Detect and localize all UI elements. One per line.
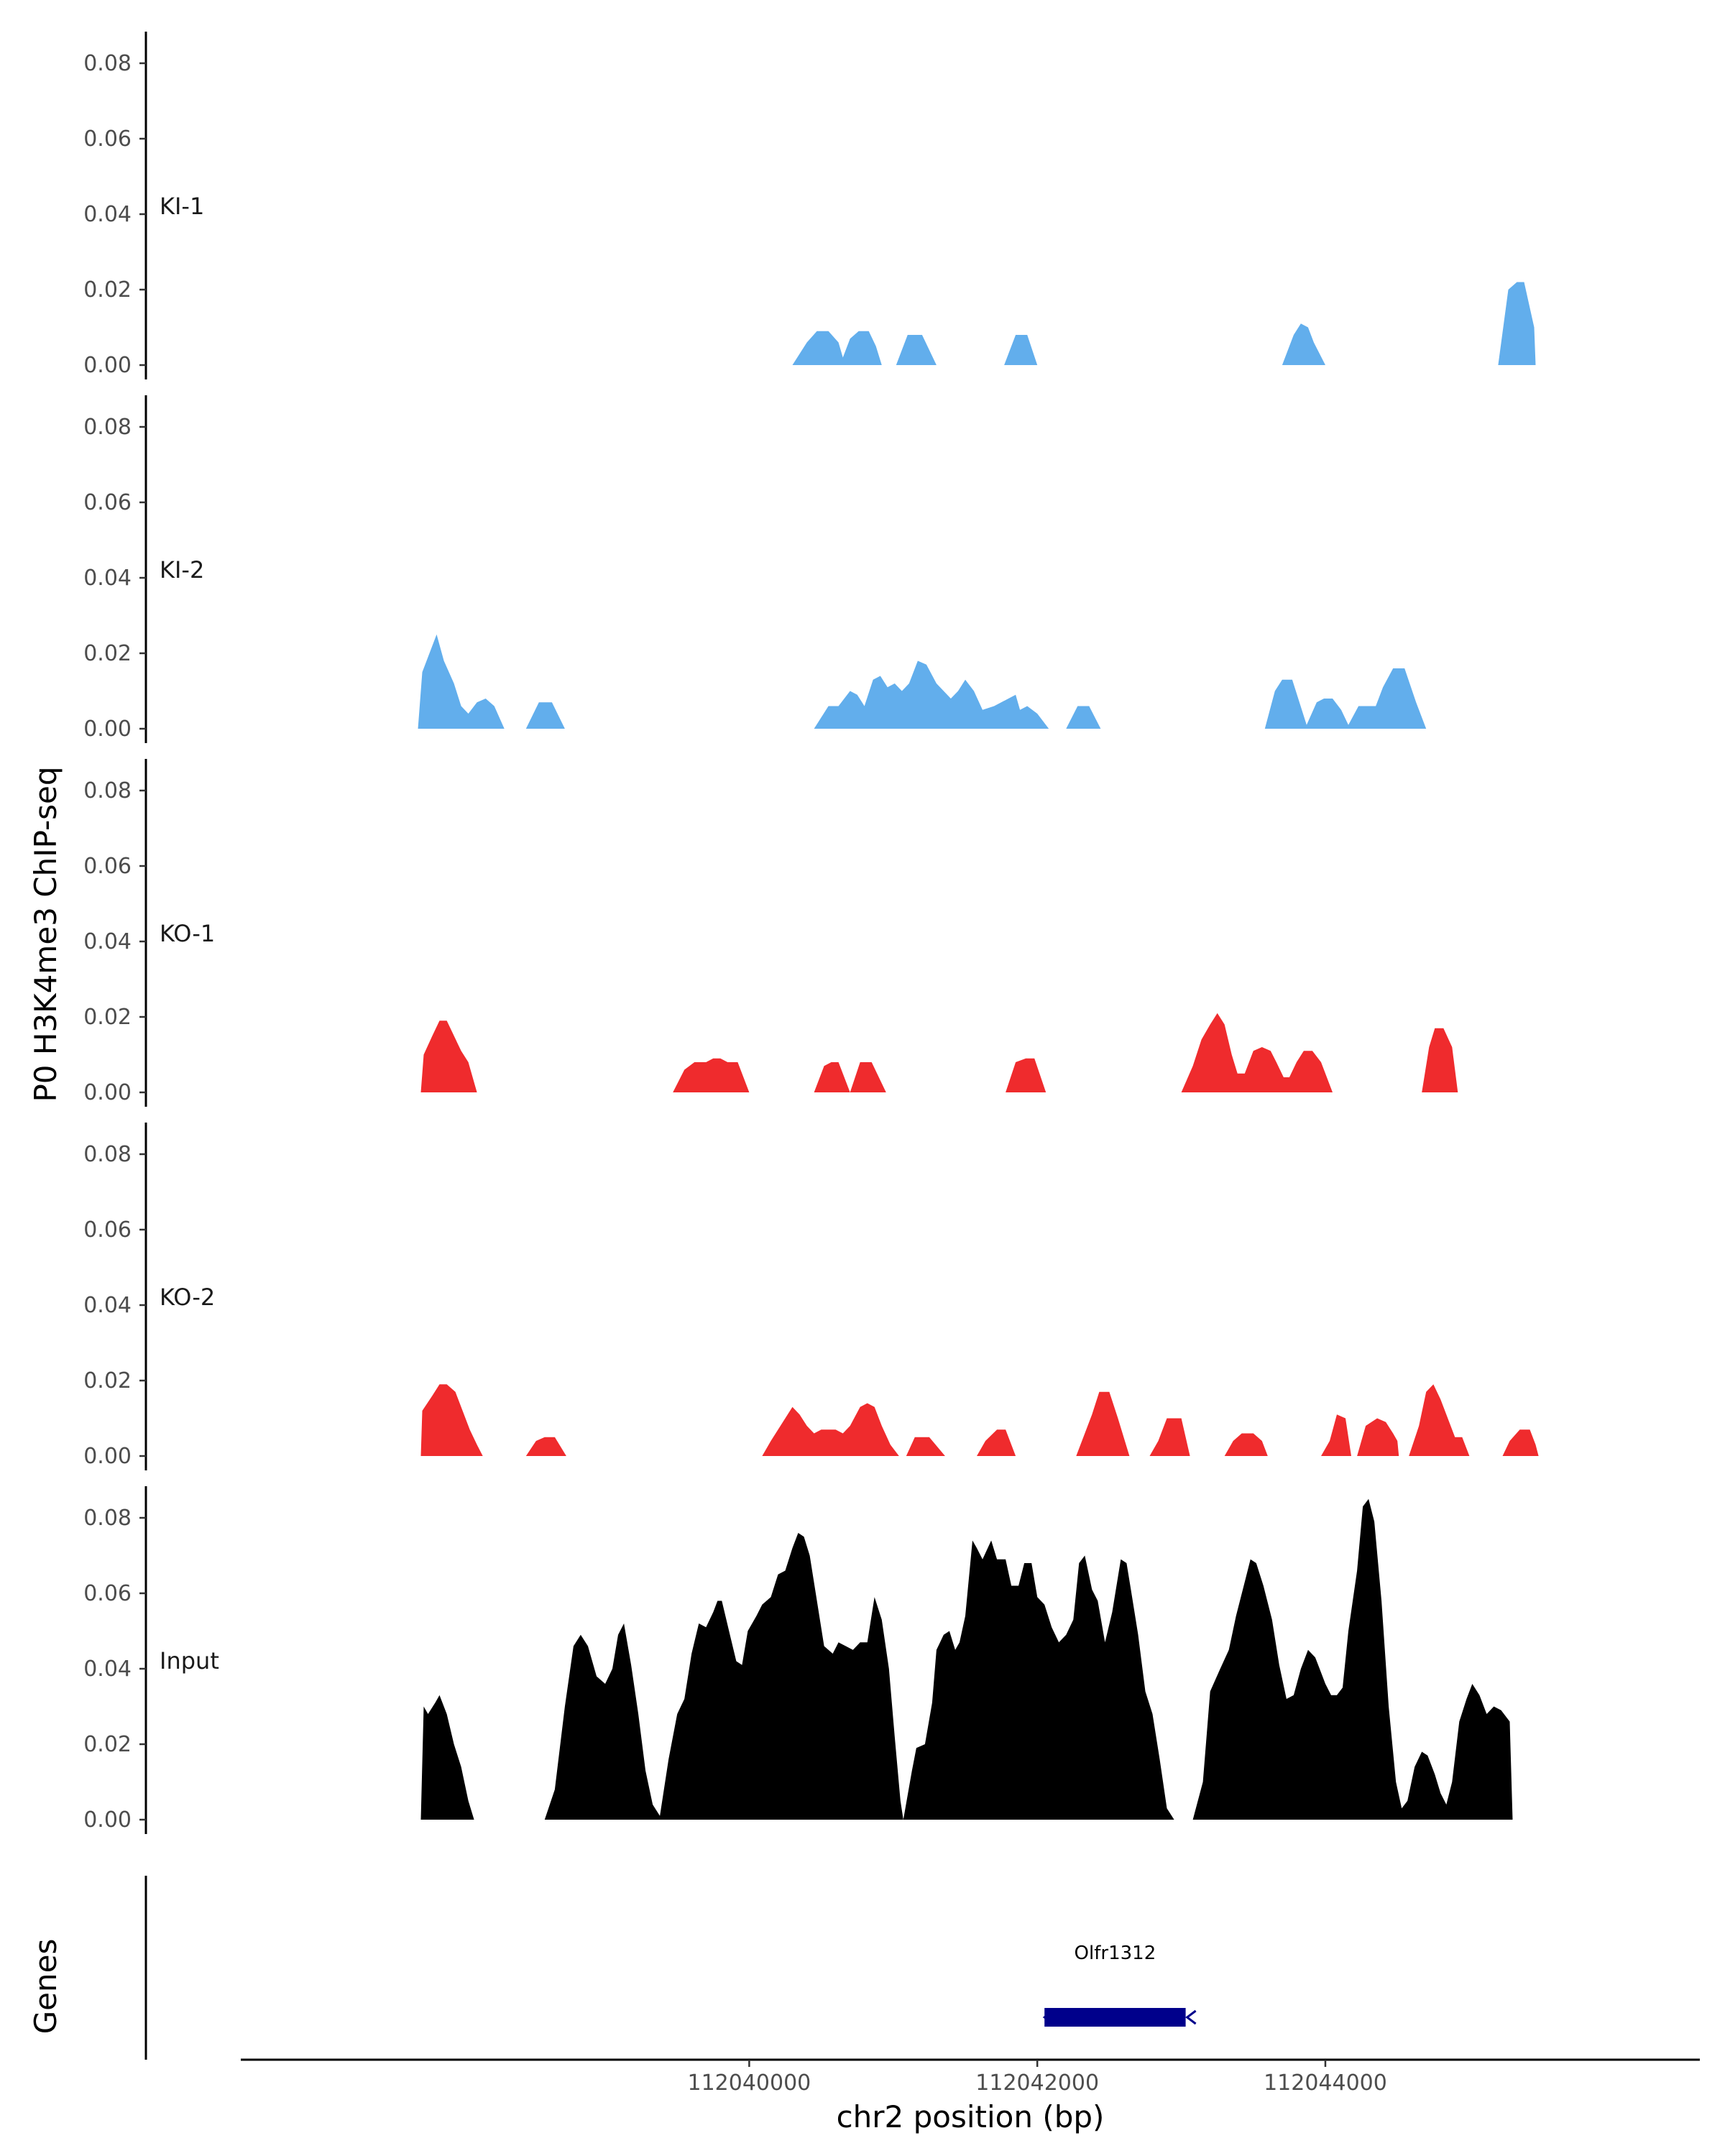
track-label: KI-1 xyxy=(160,193,204,220)
coverage-area-ko-1-1 xyxy=(420,1021,477,1092)
y-tick-label: 0.08 xyxy=(83,778,132,803)
gene-label: Olfr1312 xyxy=(1075,1943,1156,1964)
track-input: 0.00 0.02 0.04 0.06 0.08 Input xyxy=(83,1486,1513,1834)
coverage-area-ko-2-6 xyxy=(1076,1391,1130,1456)
gene-olfr1312: Olfr1312 xyxy=(1042,1943,1197,2027)
coverage-area-ki-1-1 xyxy=(792,331,882,365)
coverage-area-ko-2-8 xyxy=(1224,1433,1268,1456)
y-tick-label: 0.08 xyxy=(83,415,132,440)
coverage-area-ki-2-4 xyxy=(1066,706,1101,729)
coverage-area-ko-2-10 xyxy=(1357,1418,1399,1456)
x-axis: chr2 position (bp) 112040000 112042000 112… xyxy=(241,2058,1700,2134)
y-axis-title: P0 H3K4me3 ChIP-seq xyxy=(28,766,63,1102)
coverage-area-ko-1-3 xyxy=(814,1062,850,1092)
coverage-area-ko-1-5 xyxy=(1006,1058,1046,1092)
genes-axis-title: Genes xyxy=(28,1939,63,2035)
y-tick-label: 0.06 xyxy=(83,1217,132,1243)
y-tick-label: 0.08 xyxy=(83,51,132,76)
track-label: Input xyxy=(160,1647,219,1674)
track-label: KO-1 xyxy=(160,920,215,947)
y-tick-label: 0.02 xyxy=(83,277,132,303)
track-label: KO-2 xyxy=(160,1284,215,1311)
y-tick-label: 0.02 xyxy=(83,1732,132,1757)
tracks-layer: 0.00 0.02 0.04 0.06 0.08 KI-1 0.00 0.02 0.04 0.06… xyxy=(83,32,1539,1834)
coverage-area-ki-2-3 xyxy=(814,660,1049,729)
coverage-area-ko-1-7 xyxy=(1422,1028,1458,1092)
y-tick-label: 0.04 xyxy=(83,929,132,954)
y-tick-label: 0.00 xyxy=(83,1807,132,1833)
coverage-area-ki-1-3 xyxy=(1004,335,1038,365)
y-tick-label: 0.08 xyxy=(83,1142,132,1167)
y-tick-label: 0.02 xyxy=(83,641,132,666)
genes-panel: Genes Olfr1312 xyxy=(28,1876,1197,2060)
track-ko-1: 0.00 0.02 0.04 0.06 0.08 KO-1 xyxy=(83,759,1458,1107)
coverage-area-ko-1-6 xyxy=(1181,1013,1333,1092)
x-tick-label: 112040000 xyxy=(687,2070,811,2096)
coverage-area-ko-2-3 xyxy=(762,1403,899,1456)
y-tick-label: 0.06 xyxy=(83,126,132,152)
x-tick-label: 112042000 xyxy=(975,2070,1099,2096)
coverage-area-ko-2-9 xyxy=(1321,1414,1351,1456)
track-ko-2: 0.00 0.02 0.04 0.06 0.08 KO-2 xyxy=(83,1123,1539,1470)
track-ki-2: 0.00 0.02 0.04 0.06 0.08 KI-2 xyxy=(83,395,1427,743)
coverage-area-ko-2-7 xyxy=(1149,1418,1190,1456)
track-ki-1: 0.00 0.02 0.04 0.06 0.08 KI-1 xyxy=(83,32,1536,379)
coverage-area-ko-2-12 xyxy=(1502,1429,1539,1456)
coverage-area-input-1 xyxy=(420,1695,474,1820)
strand-arrow-left xyxy=(1042,2009,1054,2025)
y-axis-title-group: P0 H3K4me3 ChIP-seq xyxy=(28,766,63,1102)
y-tick-label: 0.06 xyxy=(83,1581,132,1606)
coverage-area-ko-2-2 xyxy=(525,1437,566,1456)
coverage-area-ki-2-5 xyxy=(1264,668,1427,729)
y-tick-label: 0.06 xyxy=(83,854,132,879)
coverage-area-input-2 xyxy=(544,1533,903,1820)
coverage-area-ki-2-2 xyxy=(525,702,565,729)
coverage-area-input-3 xyxy=(903,1540,1174,1820)
y-tick-label: 0.00 xyxy=(83,1444,132,1469)
y-tick-label: 0.04 xyxy=(83,1293,132,1318)
coverage-area-ki-1-4 xyxy=(1282,323,1325,365)
coverage-area-ko-1-4 xyxy=(850,1062,886,1092)
strand-arrow-right xyxy=(1185,2009,1197,2025)
coverage-area-ko-2-11 xyxy=(1409,1384,1470,1456)
coverage-area-ki-1-2 xyxy=(896,335,937,365)
coverage-area-ko-1-2 xyxy=(673,1058,750,1092)
y-tick-label: 0.00 xyxy=(83,353,132,378)
coverage-area-ko-2-1 xyxy=(420,1384,483,1456)
coverage-area-input-4 xyxy=(1192,1498,1513,1820)
y-tick-label: 0.06 xyxy=(83,490,132,515)
x-tick-label: 112044000 xyxy=(1264,2070,1387,2096)
y-tick-label: 0.02 xyxy=(83,1005,132,1030)
coverage-area-ko-2-4 xyxy=(906,1437,945,1456)
coverage-area-ki-1-5 xyxy=(1498,282,1536,365)
track-label: KI-2 xyxy=(160,556,204,584)
y-tick-label: 0.00 xyxy=(83,717,132,742)
gene-body xyxy=(1044,2008,1186,2027)
y-tick-label: 0.02 xyxy=(83,1368,132,1393)
coverage-area-ko-2-5 xyxy=(977,1429,1016,1456)
x-axis-title: chr2 position (bp) xyxy=(837,2099,1105,2134)
coverage-area-ki-2-1 xyxy=(418,634,505,729)
y-tick-label: 0.00 xyxy=(83,1080,132,1105)
y-tick-label: 0.04 xyxy=(83,202,132,227)
y-tick-label: 0.08 xyxy=(83,1506,132,1531)
y-tick-label: 0.04 xyxy=(83,566,132,591)
y-tick-label: 0.04 xyxy=(83,1657,132,1682)
